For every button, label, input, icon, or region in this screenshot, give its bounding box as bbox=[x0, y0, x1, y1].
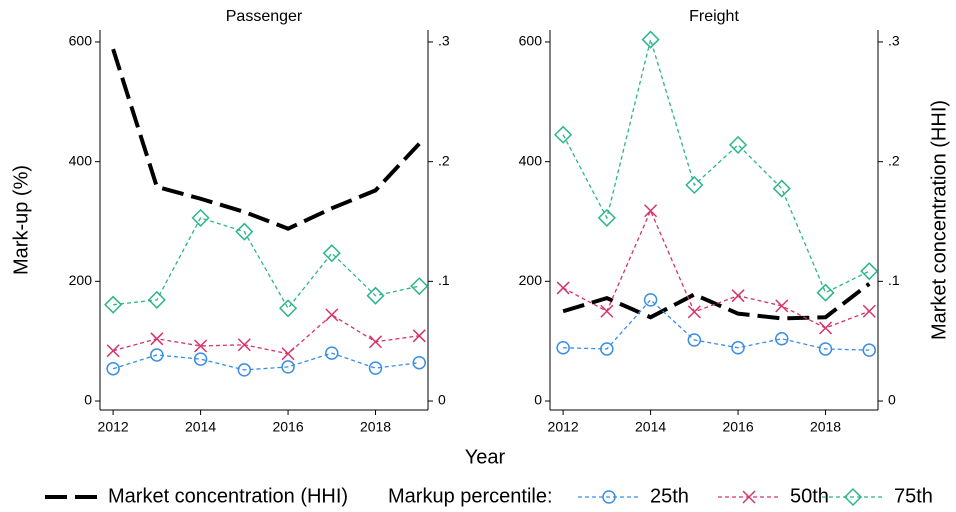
y-tick-label: 600 bbox=[519, 33, 543, 49]
marker bbox=[412, 355, 427, 370]
marker bbox=[556, 341, 570, 355]
legend-label: 50th bbox=[790, 485, 829, 507]
series-line bbox=[563, 298, 870, 351]
x-axis-label: Year bbox=[465, 446, 506, 468]
y-tick-label: 600 bbox=[69, 33, 93, 49]
marker bbox=[600, 304, 614, 318]
y2-tick-label: .3 bbox=[888, 33, 900, 49]
marker bbox=[556, 281, 570, 295]
y2-axis-label: Market concentration (HHI) bbox=[928, 100, 950, 340]
legend-marker bbox=[843, 487, 863, 507]
marker bbox=[731, 289, 745, 303]
marker bbox=[644, 204, 658, 218]
series-line bbox=[112, 314, 420, 355]
series-line bbox=[562, 37, 870, 294]
series-line bbox=[111, 48, 421, 231]
legend-title: Markup percentile: bbox=[388, 485, 553, 507]
y2-tick-label: 0 bbox=[438, 392, 446, 408]
marker bbox=[597, 208, 616, 227]
y-tick-label: 400 bbox=[519, 152, 543, 168]
legend-label: Market concentration (HHI) bbox=[108, 485, 348, 507]
marker bbox=[322, 244, 341, 263]
marker bbox=[641, 30, 660, 49]
y2-tick-label: .2 bbox=[438, 152, 450, 168]
y-tick-label: 0 bbox=[84, 392, 92, 408]
marker bbox=[150, 348, 164, 362]
y-tick-label: 200 bbox=[69, 272, 93, 288]
marker bbox=[106, 361, 120, 376]
marker bbox=[193, 352, 208, 366]
marker bbox=[731, 341, 745, 355]
marker bbox=[862, 304, 876, 318]
marker bbox=[281, 347, 295, 361]
marker bbox=[775, 299, 789, 313]
legend-marker bbox=[602, 490, 616, 504]
marker bbox=[643, 293, 658, 307]
x-tick-label: 2012 bbox=[548, 419, 579, 435]
x-tick-label: 2012 bbox=[98, 419, 129, 435]
marker bbox=[687, 305, 701, 319]
x-tick-label: 2018 bbox=[360, 419, 391, 435]
marker bbox=[368, 335, 383, 349]
marker bbox=[860, 262, 879, 281]
x-tick-label: 2014 bbox=[185, 419, 216, 435]
marker bbox=[191, 208, 210, 227]
marker bbox=[818, 342, 833, 356]
marker bbox=[237, 363, 252, 377]
marker bbox=[237, 338, 251, 352]
y-tick-label: 0 bbox=[534, 392, 542, 408]
marker bbox=[412, 329, 426, 343]
y-axis-label: Mark-up (%) bbox=[10, 165, 32, 275]
marker bbox=[685, 175, 704, 195]
marker bbox=[325, 308, 339, 322]
y2-tick-label: .1 bbox=[438, 272, 450, 288]
marker bbox=[772, 179, 791, 198]
marker bbox=[775, 332, 789, 346]
marker bbox=[368, 361, 383, 375]
x-tick-label: 2016 bbox=[722, 419, 753, 435]
marker bbox=[816, 283, 835, 302]
y2-tick-label: .3 bbox=[438, 33, 450, 49]
panel-title: Freight bbox=[689, 8, 739, 25]
marker bbox=[106, 344, 120, 358]
y-tick-label: 200 bbox=[519, 272, 543, 288]
x-tick-label: 2016 bbox=[272, 419, 303, 435]
marker bbox=[554, 125, 573, 144]
marker bbox=[235, 222, 254, 241]
series-line bbox=[562, 282, 871, 321]
y2-tick-label: 0 bbox=[888, 392, 896, 408]
marker bbox=[278, 299, 298, 318]
x-tick-label: 2014 bbox=[635, 419, 666, 435]
marker bbox=[325, 346, 339, 360]
marker bbox=[687, 333, 702, 347]
marker bbox=[366, 286, 385, 305]
marker bbox=[818, 321, 833, 335]
panel-title: Passenger bbox=[226, 8, 303, 25]
marker bbox=[281, 360, 295, 374]
marker bbox=[600, 342, 614, 356]
y2-tick-label: .1 bbox=[888, 272, 900, 288]
x-tick-label: 2018 bbox=[810, 419, 841, 435]
legend-marker bbox=[742, 490, 756, 504]
series-line bbox=[113, 217, 420, 310]
marker bbox=[728, 135, 748, 154]
marker bbox=[410, 277, 429, 296]
marker bbox=[147, 290, 166, 309]
marker bbox=[104, 295, 123, 314]
y-tick-label: 400 bbox=[69, 152, 93, 168]
y2-tick-label: .2 bbox=[888, 152, 900, 168]
legend-label: 75th bbox=[894, 485, 933, 507]
marker bbox=[862, 343, 877, 357]
series-line bbox=[112, 352, 420, 371]
marker bbox=[194, 339, 208, 353]
series-line bbox=[562, 209, 870, 329]
legend-label: 25th bbox=[650, 485, 689, 507]
marker bbox=[150, 332, 164, 346]
